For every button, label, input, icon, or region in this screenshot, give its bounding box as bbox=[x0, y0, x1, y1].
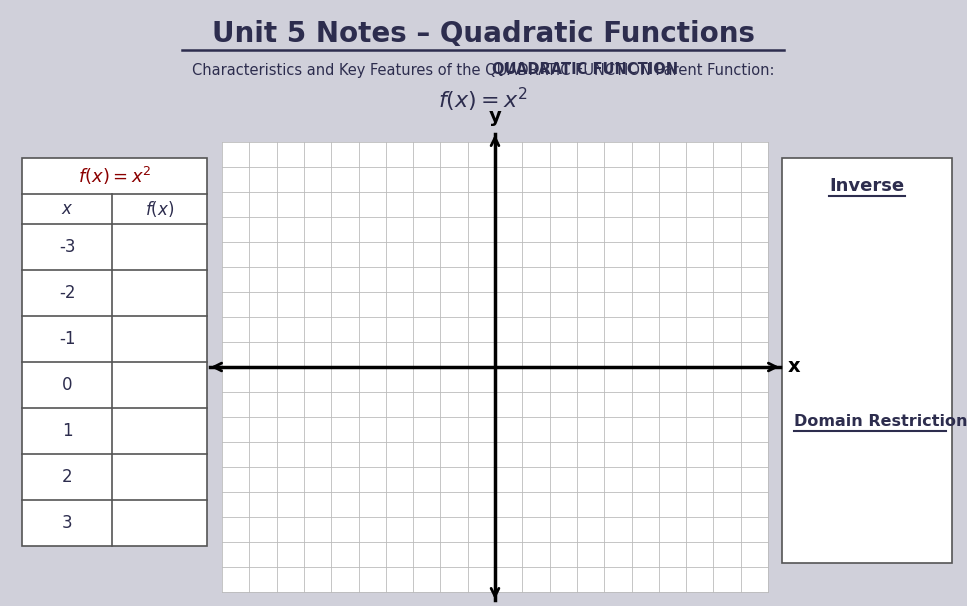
Text: Characteristics and Key Features of the QUADRATIC FUNCTION Parent Function:: Characteristics and Key Features of the … bbox=[191, 62, 775, 78]
Text: -1: -1 bbox=[59, 330, 75, 348]
Text: $x$: $x$ bbox=[61, 200, 73, 218]
Text: 1: 1 bbox=[62, 422, 73, 440]
FancyBboxPatch shape bbox=[22, 158, 207, 546]
Text: -3: -3 bbox=[59, 238, 75, 256]
Text: Domain Restriction:: Domain Restriction: bbox=[794, 413, 967, 428]
Text: $f(x) = x^2$: $f(x) = x^2$ bbox=[438, 86, 528, 114]
Text: Unit 5 Notes – Quadratic Functions: Unit 5 Notes – Quadratic Functions bbox=[212, 20, 754, 48]
Text: y: y bbox=[488, 107, 501, 126]
Text: $f(x) = x^2$: $f(x) = x^2$ bbox=[77, 165, 151, 187]
Text: -2: -2 bbox=[59, 284, 75, 302]
Text: x: x bbox=[788, 358, 801, 376]
Text: 0: 0 bbox=[62, 376, 73, 394]
Text: Inverse: Inverse bbox=[830, 177, 904, 195]
FancyBboxPatch shape bbox=[222, 142, 768, 592]
Text: $f(x)$: $f(x)$ bbox=[145, 199, 174, 219]
FancyBboxPatch shape bbox=[782, 158, 952, 563]
Text: 2: 2 bbox=[62, 468, 73, 486]
Text: QUADRATIC FUNCTION: QUADRATIC FUNCTION bbox=[287, 62, 679, 78]
Text: 3: 3 bbox=[62, 514, 73, 532]
